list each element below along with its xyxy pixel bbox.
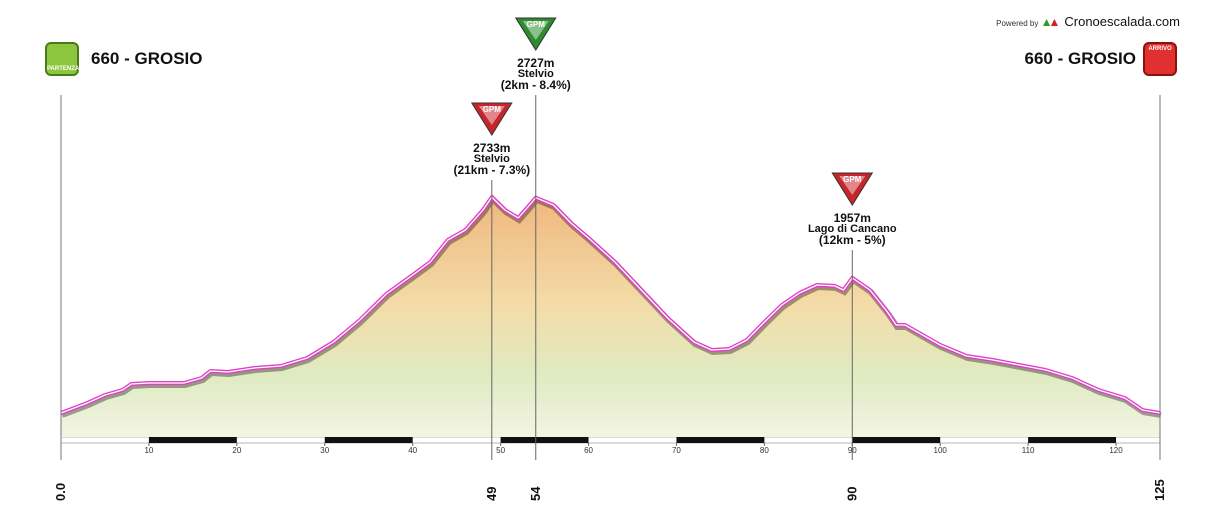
key-km-label: 90 bbox=[844, 487, 859, 501]
climb-badge: GPM bbox=[527, 20, 546, 29]
finish-label: 660 - GROSIO bbox=[1024, 49, 1136, 68]
x-tick-label: 70 bbox=[672, 446, 681, 455]
scale-band bbox=[324, 437, 413, 443]
x-tick-label: 50 bbox=[496, 446, 505, 455]
climb-name: Stelvio bbox=[518, 68, 554, 80]
climb-name: Stelvio bbox=[474, 153, 510, 165]
climb-name: Lago di Cancano bbox=[808, 223, 897, 235]
x-tick-label: 110 bbox=[1022, 446, 1035, 455]
key-km-label: 0.0 bbox=[53, 483, 68, 501]
key-km-label: 125 bbox=[1152, 479, 1167, 501]
x-tick-label: 60 bbox=[584, 446, 593, 455]
scale-band bbox=[1028, 437, 1117, 443]
powered-by: Powered by bbox=[996, 19, 1039, 28]
scale-band bbox=[148, 437, 237, 443]
brand-logo: ▲ bbox=[1048, 15, 1061, 29]
x-tick-label: 120 bbox=[1109, 446, 1123, 455]
credit: Powered by ▲▲ Cronoescalada.com bbox=[996, 14, 1180, 29]
x-tick-label: 40 bbox=[408, 446, 417, 455]
brand-logo: ▲ bbox=[1040, 15, 1053, 29]
x-tick-label: 20 bbox=[232, 446, 241, 455]
profile-highlight bbox=[60, 196, 1161, 414]
climb-marker bbox=[470, 102, 513, 136]
finish-icon: ARRIVO bbox=[1143, 42, 1177, 76]
start-badge: PARTENZA bbox=[47, 66, 80, 72]
climb-marker-gloss bbox=[522, 21, 549, 40]
climb-badge: GPM bbox=[483, 105, 502, 114]
climb-marker bbox=[831, 172, 874, 206]
climb-altitude: 2727m bbox=[517, 56, 554, 70]
scale-band bbox=[852, 437, 941, 443]
climb-marker-gloss bbox=[839, 176, 866, 195]
x-tick-label: 100 bbox=[934, 446, 948, 455]
climb-altitude: 1957m bbox=[834, 211, 871, 225]
brand: Cronoescalada.com bbox=[1064, 14, 1180, 29]
climb-altitude: 2733m bbox=[473, 141, 510, 155]
x-tick-label: 10 bbox=[144, 446, 153, 455]
area-fill bbox=[61, 197, 1160, 437]
x-tick-label: 30 bbox=[320, 446, 329, 455]
scale-band bbox=[500, 437, 589, 443]
climb-detail: (21km - 7.3%) bbox=[453, 163, 530, 177]
climb-detail: (2km - 8.4%) bbox=[501, 78, 571, 92]
climb-marker-gloss bbox=[478, 106, 505, 125]
finish-badge: ARRIVO bbox=[1148, 46, 1172, 52]
x-tick-label: 80 bbox=[760, 446, 769, 455]
scale-band bbox=[676, 437, 765, 443]
start-icon: PARTENZA bbox=[45, 42, 79, 76]
start-label: 660 - GROSIO bbox=[91, 49, 203, 68]
climb-badge: GPM bbox=[843, 175, 862, 184]
key-km-label: 54 bbox=[528, 486, 543, 501]
climb-marker bbox=[514, 17, 557, 51]
key-km-label: 49 bbox=[484, 487, 499, 501]
climb-detail: (12km - 5%) bbox=[819, 233, 886, 247]
